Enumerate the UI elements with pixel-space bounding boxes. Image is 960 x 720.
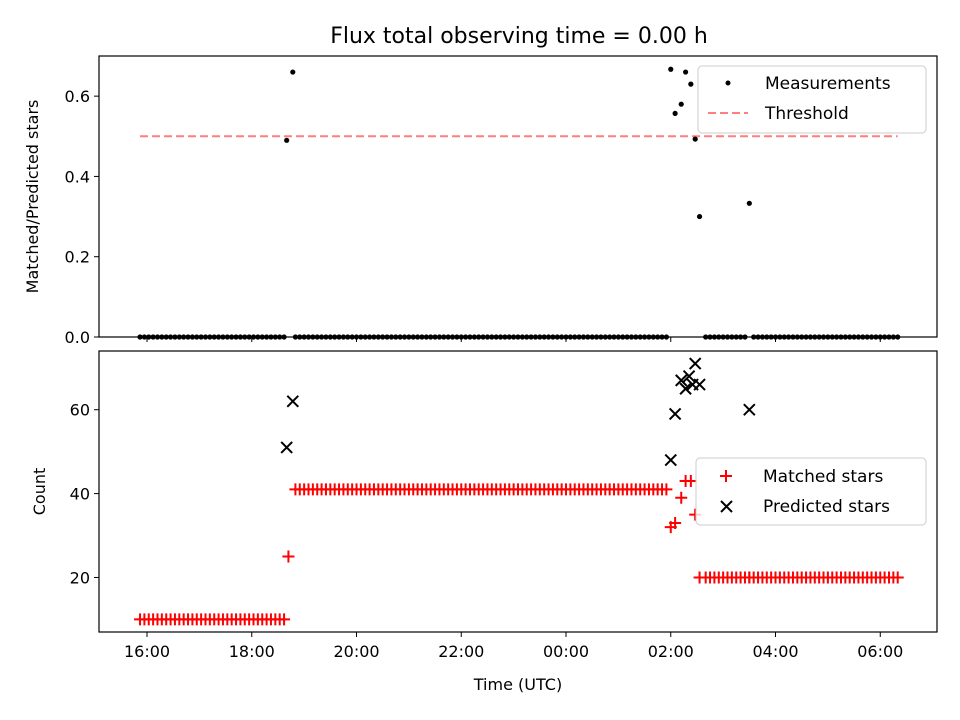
top-y-axis-label: Matched/Predicted stars bbox=[23, 100, 42, 294]
measurement-point bbox=[672, 110, 678, 117]
predicted-star-point bbox=[280, 441, 293, 454]
top-y-tick-label: 0.4 bbox=[65, 167, 90, 186]
predicted-star-point bbox=[668, 407, 682, 421]
top-x-ticks bbox=[146, 337, 881, 342]
predicted-star-point bbox=[286, 395, 299, 408]
predicted-star-point bbox=[664, 453, 677, 467]
matched-star-point bbox=[684, 475, 697, 488]
predicted-star-point bbox=[693, 378, 706, 391]
legend-matched-label: Matched stars bbox=[763, 467, 883, 487]
top-y-tick-label: 0.2 bbox=[65, 248, 90, 267]
matched-star-point bbox=[693, 571, 706, 584]
legend-matched-marker bbox=[720, 470, 732, 482]
predicted-star-point bbox=[743, 403, 756, 416]
measurement-point bbox=[290, 69, 296, 75]
measurement-point bbox=[692, 136, 698, 142]
x-tick-label: 06:00 bbox=[857, 642, 903, 661]
measurement-point bbox=[678, 101, 684, 107]
predicted-star-point bbox=[675, 374, 688, 387]
top-axes-frame bbox=[98, 55, 938, 338]
top-legend-box bbox=[697, 65, 927, 134]
predicted-star-point bbox=[682, 369, 696, 383]
matched-star-point bbox=[669, 516, 682, 529]
bottom-y-tick-label: 40 bbox=[70, 485, 90, 504]
measurement-point bbox=[683, 69, 689, 75]
bottom-axes: 20 40 60 16:00 18:00 20:00 22:00 00:00 02:00 04:… bbox=[30, 350, 938, 694]
x-tick-label: 02:00 bbox=[648, 642, 694, 661]
measurement-point bbox=[668, 66, 674, 72]
top-legend: Measurements Threshold bbox=[697, 65, 927, 134]
legend-measurements-label: Measurements bbox=[765, 74, 891, 94]
bottom-y-axis-label: Count bbox=[30, 468, 49, 516]
bottom-y-tick-label: 60 bbox=[70, 401, 90, 420]
measurement-point bbox=[696, 213, 703, 220]
matched-star-point bbox=[660, 483, 673, 496]
matched-star-point bbox=[891, 571, 904, 584]
measurement-point bbox=[284, 137, 290, 143]
x-axis-label: Time (UTC) bbox=[473, 675, 562, 694]
measurement-point bbox=[688, 81, 694, 87]
matched-star-point bbox=[278, 613, 291, 626]
bottom-legend: Matched stars Predicted stars bbox=[695, 457, 927, 526]
legend-predicted-marker bbox=[720, 500, 733, 513]
x-tick-label: 16:00 bbox=[124, 642, 170, 661]
matched-star-point bbox=[743, 571, 756, 584]
matched-star-point bbox=[675, 491, 688, 504]
top-y-ticks: 0.0 0.2 0.4 0.6 bbox=[65, 87, 99, 347]
x-tick-label: 20:00 bbox=[333, 642, 379, 661]
matched-star-point bbox=[282, 550, 295, 563]
bottom-y-tick-label: 20 bbox=[70, 568, 90, 587]
x-tick-label: 18:00 bbox=[229, 642, 275, 661]
legend-threshold-label: Threshold bbox=[764, 104, 849, 124]
top-y-tick-label: 0.6 bbox=[65, 87, 90, 106]
legend-measurements-marker bbox=[725, 80, 731, 86]
legend-predicted-label: Predicted stars bbox=[763, 497, 890, 517]
bottom-y-ticks: 20 40 60 bbox=[70, 401, 99, 587]
x-tick-label: 00:00 bbox=[543, 642, 589, 661]
predicted-star-point bbox=[688, 357, 702, 370]
measurement-point bbox=[746, 200, 752, 206]
bottom-axes-frame bbox=[98, 350, 938, 633]
top-axes: 0.0 0.2 0.4 0.6 Matched/Predicted stars Mea… bbox=[23, 55, 938, 347]
top-y-tick-label: 0.0 bbox=[65, 328, 90, 347]
bottom-legend-box bbox=[695, 457, 927, 526]
bottom-plot-area bbox=[134, 357, 904, 626]
x-tick-label: 04:00 bbox=[752, 642, 798, 661]
chart-title: Flux total observing time = 0.00 h bbox=[330, 24, 708, 49]
predicted-star-point bbox=[679, 382, 692, 395]
bottom-x-ticks: 16:00 18:00 20:00 22:00 00:00 02:00 04:00 06:00 bbox=[124, 632, 903, 661]
x-tick-label: 22:00 bbox=[438, 642, 484, 661]
